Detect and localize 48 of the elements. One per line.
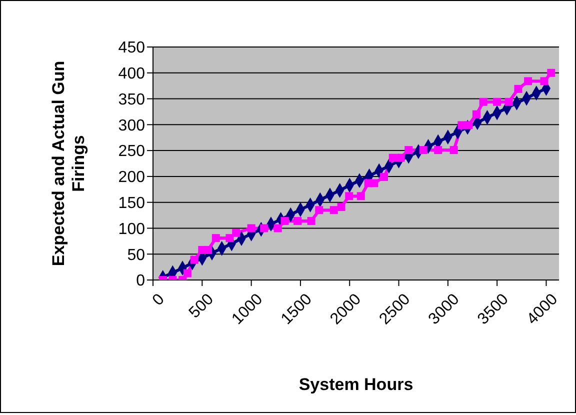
- point: [232, 228, 240, 237]
- point: [204, 246, 212, 254]
- point: [260, 224, 268, 232]
- y-tick-label: 300: [118, 117, 146, 134]
- x-axis-title: System Hours: [298, 375, 414, 394]
- point: [540, 77, 548, 86]
- point: [345, 192, 354, 200]
- point: [337, 202, 346, 211]
- point: [504, 98, 513, 106]
- x-tick-label: 0: [150, 290, 168, 310]
- y-tick-label: 450: [118, 40, 146, 57]
- point: [380, 172, 388, 181]
- point: [370, 179, 378, 188]
- point: [330, 206, 338, 214]
- y-tick-label: 250: [118, 143, 146, 160]
- y-axis-title: Expected and Actual Gun Firings: [49, 60, 88, 266]
- point: [274, 224, 282, 232]
- point: [190, 256, 198, 264]
- y-tick-label: 50: [127, 246, 146, 264]
- point: [479, 98, 488, 106]
- point: [493, 98, 502, 106]
- point: [212, 234, 220, 242]
- point: [388, 154, 397, 162]
- y-tick-label: 200: [118, 169, 146, 186]
- point: [226, 234, 234, 242]
- point: [396, 154, 405, 162]
- y-tick-label: 100: [118, 220, 146, 238]
- point: [280, 216, 289, 225]
- point: [404, 146, 413, 154]
- point: [514, 84, 522, 93]
- point: [547, 68, 556, 77]
- point: [294, 216, 302, 225]
- point: [464, 121, 473, 130]
- y-tick-label: 350: [118, 91, 146, 108]
- point: [247, 224, 256, 232]
- point: [434, 146, 442, 154]
- point: [307, 216, 316, 225]
- point: [450, 146, 458, 154]
- x-tick-label: 500: [186, 290, 218, 322]
- y-tick-label: 400: [118, 66, 146, 83]
- y-tick-label: 150: [118, 195, 146, 212]
- point: [356, 192, 365, 200]
- y-tick-label: 0: [136, 272, 146, 290]
- point: [315, 206, 324, 214]
- point: [419, 146, 428, 154]
- point: [524, 77, 532, 86]
- point: [183, 269, 192, 278]
- point: [472, 110, 480, 118]
